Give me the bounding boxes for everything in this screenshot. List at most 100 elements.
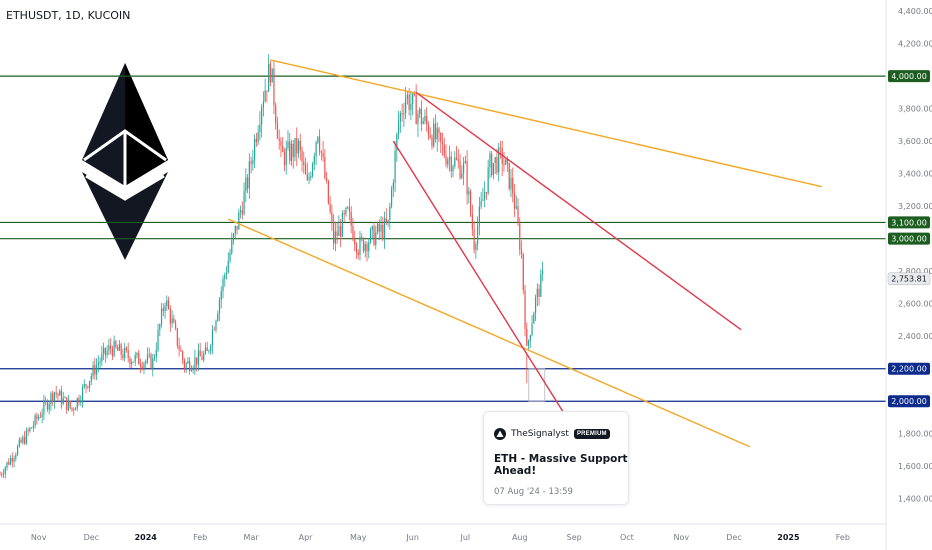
- candle-body: [296, 137, 298, 154]
- candle-body: [329, 203, 331, 213]
- trendline-red-2[interactable]: [415, 91, 742, 331]
- candle-body: [224, 275, 226, 279]
- candle-body: [503, 163, 505, 165]
- candle-body: [38, 416, 40, 419]
- candle-body: [513, 193, 516, 209]
- candle-body: [454, 157, 456, 167]
- candle-body: [438, 128, 440, 133]
- candle-body: [246, 177, 249, 189]
- last-price-label: 2,753.81: [891, 275, 927, 284]
- idea-title[interactable]: ETH - Massive Support Ahead!: [494, 453, 628, 477]
- candle-body: [512, 177, 514, 194]
- candle-body: [236, 225, 238, 230]
- y-tick-label: 2,600.00: [898, 300, 932, 309]
- candle-body: [173, 318, 175, 323]
- candle-body: [382, 224, 384, 239]
- candle-body: [201, 356, 203, 360]
- candle-body: [405, 98, 407, 114]
- candle-body: [87, 386, 89, 388]
- candle-body: [36, 415, 38, 419]
- candle-body: [469, 191, 472, 215]
- candle-body: [306, 174, 308, 180]
- candle-body: [347, 207, 349, 209]
- level-label-3000: 3,000.00: [891, 235, 927, 244]
- y-tick-label: 1,800.00: [898, 430, 932, 439]
- idea-author-row[interactable]: TheSignalyst PREMIUM: [494, 426, 610, 442]
- candle-body: [526, 328, 528, 346]
- candle-body: [141, 366, 143, 369]
- candle-body: [138, 352, 140, 365]
- candle-body: [208, 350, 210, 352]
- candle-body: [529, 335, 531, 341]
- candle-body: [159, 324, 161, 330]
- candle-body: [364, 243, 366, 252]
- trendline-orange-1[interactable]: [227, 218, 751, 448]
- candle-body: [385, 218, 387, 223]
- candle-body: [187, 361, 189, 364]
- candle-body: [45, 401, 47, 403]
- candle-body: [155, 349, 157, 357]
- candle-body: [299, 140, 301, 151]
- trendline-red-3[interactable]: [392, 140, 572, 425]
- candle-body: [245, 177, 247, 192]
- candle-body: [217, 313, 219, 321]
- candle-body: [505, 159, 507, 165]
- candle-body: [508, 162, 510, 189]
- trendline-orange-0[interactable]: [270, 59, 822, 188]
- level-badge-2200: [888, 362, 930, 375]
- candle-body: [136, 352, 138, 356]
- candle-body: [285, 147, 287, 165]
- candle-body: [97, 362, 99, 366]
- candle-body: [368, 242, 370, 252]
- candle-body: [64, 397, 66, 399]
- signalyst-logo-icon: [496, 430, 504, 437]
- x-tick-label: Feb: [193, 533, 207, 542]
- candle-body: [166, 300, 168, 307]
- candle-body: [473, 229, 475, 250]
- candle-body: [192, 367, 194, 371]
- candle-body: [359, 236, 361, 256]
- candle-body: [259, 124, 261, 132]
- candle-body: [190, 370, 193, 372]
- candle-body: [248, 161, 250, 189]
- candle-body: [403, 113, 405, 115]
- candle-body: [227, 261, 229, 273]
- candle-body: [48, 403, 50, 410]
- candle-body: [343, 213, 345, 215]
- candle-body: [334, 231, 337, 244]
- candle-body: [60, 390, 63, 404]
- author-name[interactable]: TheSignalyst: [511, 429, 569, 439]
- candle-body: [352, 225, 354, 240]
- candle-body: [41, 413, 43, 418]
- candle-body: [464, 160, 466, 164]
- candle-body: [232, 233, 235, 240]
- candle-body: [350, 211, 352, 226]
- candle-body: [106, 350, 108, 355]
- candle-body: [452, 166, 454, 172]
- y-tick-label: 1,600.00: [898, 462, 932, 471]
- author-avatar[interactable]: [494, 428, 506, 440]
- candle-body: [261, 107, 263, 125]
- x-tick-label: Feb: [836, 533, 850, 542]
- candle-body: [2, 474, 5, 475]
- level-label-4000: 4,000.00: [891, 72, 927, 81]
- candle-body: [203, 353, 205, 360]
- candle-body: [180, 349, 182, 352]
- candle-body: [125, 347, 128, 350]
- candle-body: [317, 136, 319, 143]
- candle-body: [157, 329, 159, 350]
- candle-body: [67, 401, 70, 411]
- candle-body: [146, 354, 149, 362]
- idea-card[interactable]: TheSignalyst PREMIUM ETH - Massive Suppo…: [483, 411, 629, 505]
- candle-body: [185, 363, 187, 369]
- candle-body: [52, 393, 54, 402]
- candle-body: [76, 398, 78, 409]
- candle-body: [148, 354, 150, 356]
- candle-body: [220, 291, 222, 301]
- candle-body: [176, 328, 178, 346]
- candle-body: [491, 153, 493, 176]
- candle-body: [73, 409, 75, 411]
- candle-body: [231, 239, 233, 254]
- candle-body: [282, 145, 284, 153]
